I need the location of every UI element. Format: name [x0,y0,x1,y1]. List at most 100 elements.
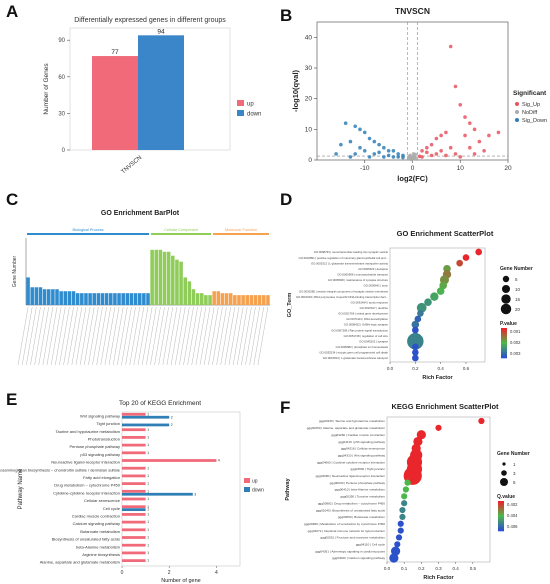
panel-c-xtick-label [154,306,165,366]
panel-b-point-sig-down [382,145,386,150]
panel-f-color-legend-bar [498,507,504,510]
panel-e-bar-label: 4 [218,459,220,463]
panel-d-term-label: GO:0051728 | regulation of cell size [344,334,389,338]
panel-c-bar [266,295,270,305]
panel-c-xtick-label [117,306,128,366]
panel-f-color-legend-bar [498,527,504,530]
panel-a-xtick-label: TNVSCN [121,155,144,175]
panel-b-point-sig-down [386,153,391,158]
panel-d-term-label: GO:0008422 | GABA-ergic synapse [344,323,389,327]
panel-c-bar [216,291,221,305]
panel-c-xtick-label [88,306,99,366]
panel-c-group-label: Cellular Component [164,228,199,232]
panel-b-point-sig-up [439,149,443,153]
panel-b-xlabel: log2(FC) [397,174,428,183]
panel-c-xtick-label [158,306,169,366]
panel-e-bar-up [122,489,146,493]
panel-c-bar [88,293,92,305]
panel-f-pathway-label: ggg04218 | Cellular senescence [341,447,385,451]
panel-e-bar-label: 1 [147,559,149,563]
panel-c-bar [183,277,187,305]
panel-d-xtick-label: 0.4 [438,366,445,371]
panel-b-point-sig-down [396,152,400,156]
panel-c-xtick-label [26,306,37,366]
panel-f-pathway-label: ggg00410 | beta-Alanine metabolism [335,488,386,492]
panel-b-point-sig-down [401,155,405,160]
panel-d-term-label: GO:0098793 | neurotransmitter-loading in… [314,250,389,254]
panel-f-size-legend-dot [500,478,508,486]
panel-d-xtick-label: 0.0 [387,366,394,371]
panel-b-point-nodiff [407,154,412,159]
panel-f-size-legend-label: 3 [513,471,516,476]
panel-c-xtick-label [191,306,202,366]
panel-d-color-legend-bar [501,356,507,359]
panel-f-color-legend-label: 0.406 [507,524,518,529]
panel-e-bar-label: 1 [147,435,149,439]
panel-c-bar [92,293,97,305]
panel-b-point-sig-up [453,84,458,89]
panel-d-point [407,333,424,350]
panel-f-color-legend-bar [498,517,504,520]
panel-c-bar [63,291,68,305]
panel-f-xtick-label: 0.2 [418,566,425,571]
panel-f-point [401,493,408,500]
panel-d-color-legend-bar [501,330,507,333]
panel-c-xtick-label [59,306,70,366]
panel-c-xtick-label [55,306,66,366]
panel-letter-b: B [280,6,293,25]
panel-e-bar-up [122,551,146,555]
panel-d-color-legend-bar [501,348,507,351]
panel-c-bar [34,287,39,305]
panel-e-pathway-label: beta-Alanine metabolism [76,544,121,549]
panel-c-xtick-label [46,306,58,366]
panel-b-legend-title: Significant [513,90,547,97]
panel-c-bar [129,293,134,305]
panel-c-xtick-label [228,306,240,366]
panel-e-legend-swatch [244,478,250,483]
panel-f-color-legend-bar [498,523,504,526]
panel-e-bar-up [122,497,146,501]
panel-c-bar [121,293,125,305]
panel-c-bar [30,287,34,305]
panel-b-point-sig-down [377,150,381,155]
panel-a-bar-down [138,35,184,150]
panel-f-plot-area [386,416,491,563]
panel-f-point [401,500,408,507]
panel-f-point [404,479,411,486]
panel-e-xlabel: Number of gene [161,578,200,584]
panel-b-point-sig-up [468,145,472,150]
panel-b-point-sig-down [348,139,353,144]
panel-f-pathway-label: ggg04260 | Cardiac muscle contraction [331,433,385,437]
panel-c-bar [71,291,76,305]
panel-b-xtick-label: 0 [411,165,415,172]
panel-e-bar-up [122,543,146,547]
panel-d-size-legend-dot [501,284,511,294]
panel-f-pathway-label: ggg04080 | Neuroactive ligand-receptor i… [316,474,386,478]
panel-c-bar [253,295,258,305]
panel-c-bar [241,295,245,305]
panel-c-xtick-label [150,306,161,366]
panel-e-pathway-label: p53 signaling pathway [80,452,120,457]
panel-c-xtick-label [17,306,29,366]
panel-b-xtick-label: 10 [457,165,465,172]
panel-f-point [478,417,485,425]
panel-c-bar [96,293,101,305]
panel-f-pathway-label: ggg01040 | Biosynthesis of unsaturated f… [316,508,386,512]
panel-e-bar-label: 2 [171,423,173,427]
panel-f-xtick-label: 0.4 [453,566,460,571]
panel-a-legend-label: up [247,102,254,108]
panel-b-legend-swatch [515,118,519,122]
panel-e-title: Top 20 of KEGG Enrichment [119,400,201,407]
panel-e-pathway-label: Tight junction [96,421,120,426]
panel-b-point-sig-up [468,121,472,125]
panel-b-ytick-label: 0 [308,157,312,164]
panel-c-bar [262,295,266,305]
panel-e-pathway-label: Drug metabolism – cytochrome P450 [54,483,121,488]
panel-e-bar-up [122,436,146,439]
panel-c-bar [67,291,72,305]
panel-f-pathway-label: ggg04310 | Wnt signaling pathway [338,453,386,457]
panel-f-color-legend-bar [498,515,504,518]
panel-d-size-legend-label: 5 [515,277,518,282]
panel-b-point-sig-up [482,149,486,153]
